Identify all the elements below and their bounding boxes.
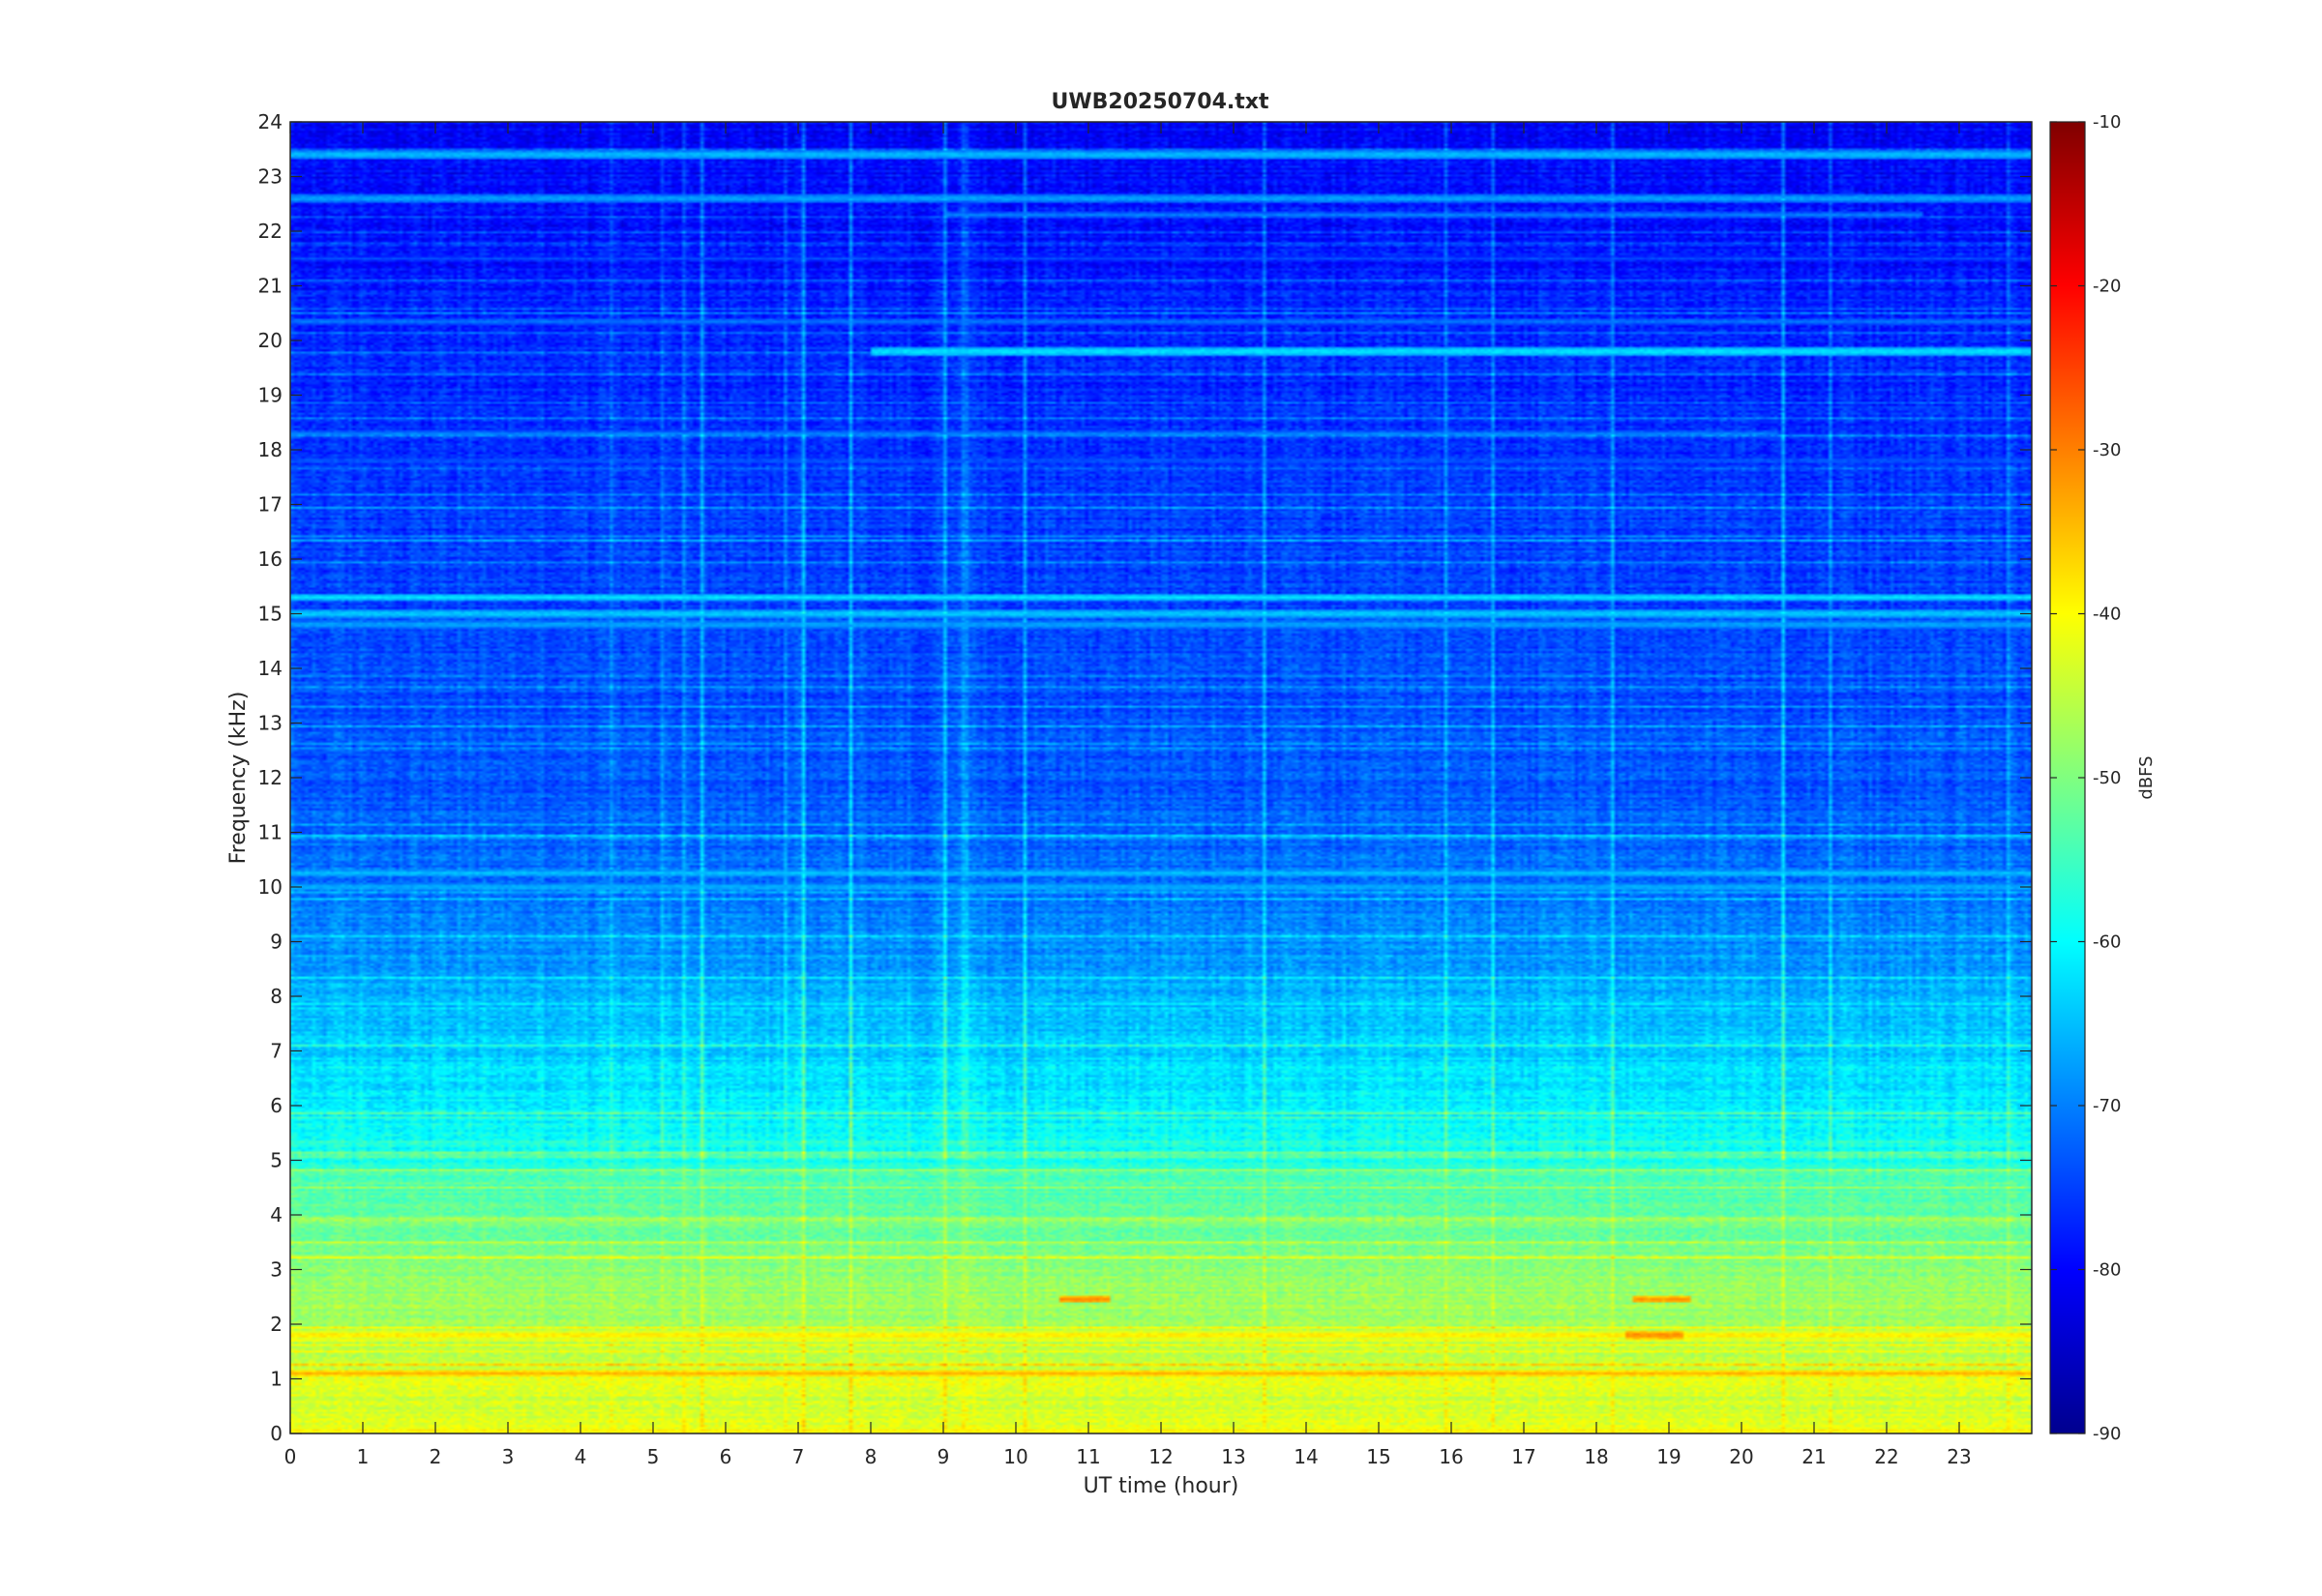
y-tick-label: 2 bbox=[270, 1313, 283, 1336]
x-tick-label: 20 bbox=[1729, 1445, 1753, 1468]
x-tick-label: 21 bbox=[1801, 1445, 1826, 1468]
x-tick-label: 14 bbox=[1294, 1445, 1318, 1468]
y-tick-label: 19 bbox=[258, 384, 283, 407]
y-axis-label: Frequency (kHz) bbox=[226, 692, 251, 865]
x-tick-label: 16 bbox=[1439, 1445, 1463, 1468]
colorbar-ticks: -10 -20 -30 -40 -50 -60 -70 -80 -90 bbox=[2050, 112, 2121, 1444]
colorbar-tick-label: -50 bbox=[2093, 768, 2121, 788]
y-tick-label: 3 bbox=[270, 1258, 283, 1282]
x-tick-label: 3 bbox=[502, 1445, 515, 1468]
y-tick-label: 22 bbox=[258, 220, 283, 243]
chart-title: UWB20250704.txt bbox=[1052, 90, 1269, 114]
colorbar-tick-label: -60 bbox=[2093, 932, 2121, 953]
x-tick-label: 5 bbox=[647, 1445, 660, 1468]
x-tick-label: 18 bbox=[1584, 1445, 1608, 1468]
x-tick-label: 10 bbox=[1003, 1445, 1027, 1468]
colorbar-tick-label: -90 bbox=[2093, 1424, 2121, 1444]
y-tick-label: 4 bbox=[270, 1203, 283, 1227]
y-tick-label: 8 bbox=[270, 985, 283, 1008]
colorbar-tick-label: -10 bbox=[2093, 112, 2121, 133]
y-tick-label: 15 bbox=[258, 603, 283, 626]
colorbar-tick-label: -20 bbox=[2093, 277, 2121, 297]
x-tick-label: 7 bbox=[792, 1445, 805, 1468]
y-tick-label: 16 bbox=[258, 547, 283, 571]
colorbar-label: dBFS bbox=[2136, 755, 2157, 799]
plot-area bbox=[289, 121, 2033, 1434]
x-tick-label: 12 bbox=[1148, 1445, 1173, 1468]
x-axis-ticks: 0 1 2 3 4 5 6 7 8 9 10 11 12 13 14 15 16 17 18 19 20 21 22 23 bbox=[284, 122, 1972, 1468]
y-tick-label: 6 bbox=[270, 1094, 283, 1117]
y-tick-label: 11 bbox=[258, 821, 283, 844]
y-tick-label: 10 bbox=[258, 875, 283, 899]
y-tick-label: 20 bbox=[258, 329, 283, 352]
y-tick-label: 23 bbox=[258, 165, 283, 189]
y-tick-label: 24 bbox=[258, 110, 283, 133]
x-tick-label: 22 bbox=[1874, 1445, 1898, 1468]
x-tick-label: 9 bbox=[938, 1445, 950, 1468]
colorbar-tick-label: -30 bbox=[2093, 440, 2121, 460]
x-tick-label: 0 bbox=[284, 1445, 297, 1468]
y-tick-label: 18 bbox=[258, 438, 283, 461]
x-tick-label: 23 bbox=[1947, 1445, 1971, 1468]
x-tick-label: 19 bbox=[1656, 1445, 1681, 1468]
spectrogram-heatmap bbox=[290, 122, 2032, 1433]
colorbar: -10 -20 -30 -40 -50 -60 -70 -80 -90 dBFS bbox=[2049, 112, 2157, 1444]
x-tick-label: 6 bbox=[720, 1445, 732, 1468]
y-tick-label: 12 bbox=[258, 766, 283, 789]
x-axis-label: UT time (hour) bbox=[1084, 1474, 1239, 1498]
y-tick-label: 17 bbox=[258, 493, 283, 517]
y-tick-label: 5 bbox=[270, 1149, 283, 1172]
x-tick-label: 15 bbox=[1366, 1445, 1390, 1468]
x-tick-label: 8 bbox=[865, 1445, 878, 1468]
colorbar-tick-label: -70 bbox=[2093, 1096, 2121, 1116]
colorbar-tick-label: -40 bbox=[2093, 605, 2121, 625]
y-tick-label: 1 bbox=[270, 1368, 283, 1391]
x-tick-label: 17 bbox=[1511, 1445, 1535, 1468]
colorbar-tick-label: -80 bbox=[2093, 1260, 2121, 1281]
y-tick-label: 13 bbox=[258, 712, 283, 735]
x-tick-label: 2 bbox=[430, 1445, 442, 1468]
y-tick-label: 21 bbox=[258, 275, 283, 298]
y-tick-label: 0 bbox=[270, 1422, 283, 1445]
x-tick-label: 4 bbox=[575, 1445, 587, 1468]
x-tick-label: 1 bbox=[357, 1445, 370, 1468]
x-tick-label: 11 bbox=[1076, 1445, 1100, 1468]
x-tick-label: 13 bbox=[1221, 1445, 1245, 1468]
y-tick-label: 7 bbox=[270, 1040, 283, 1063]
y-tick-label: 14 bbox=[258, 657, 283, 680]
y-tick-label: 9 bbox=[270, 931, 283, 954]
